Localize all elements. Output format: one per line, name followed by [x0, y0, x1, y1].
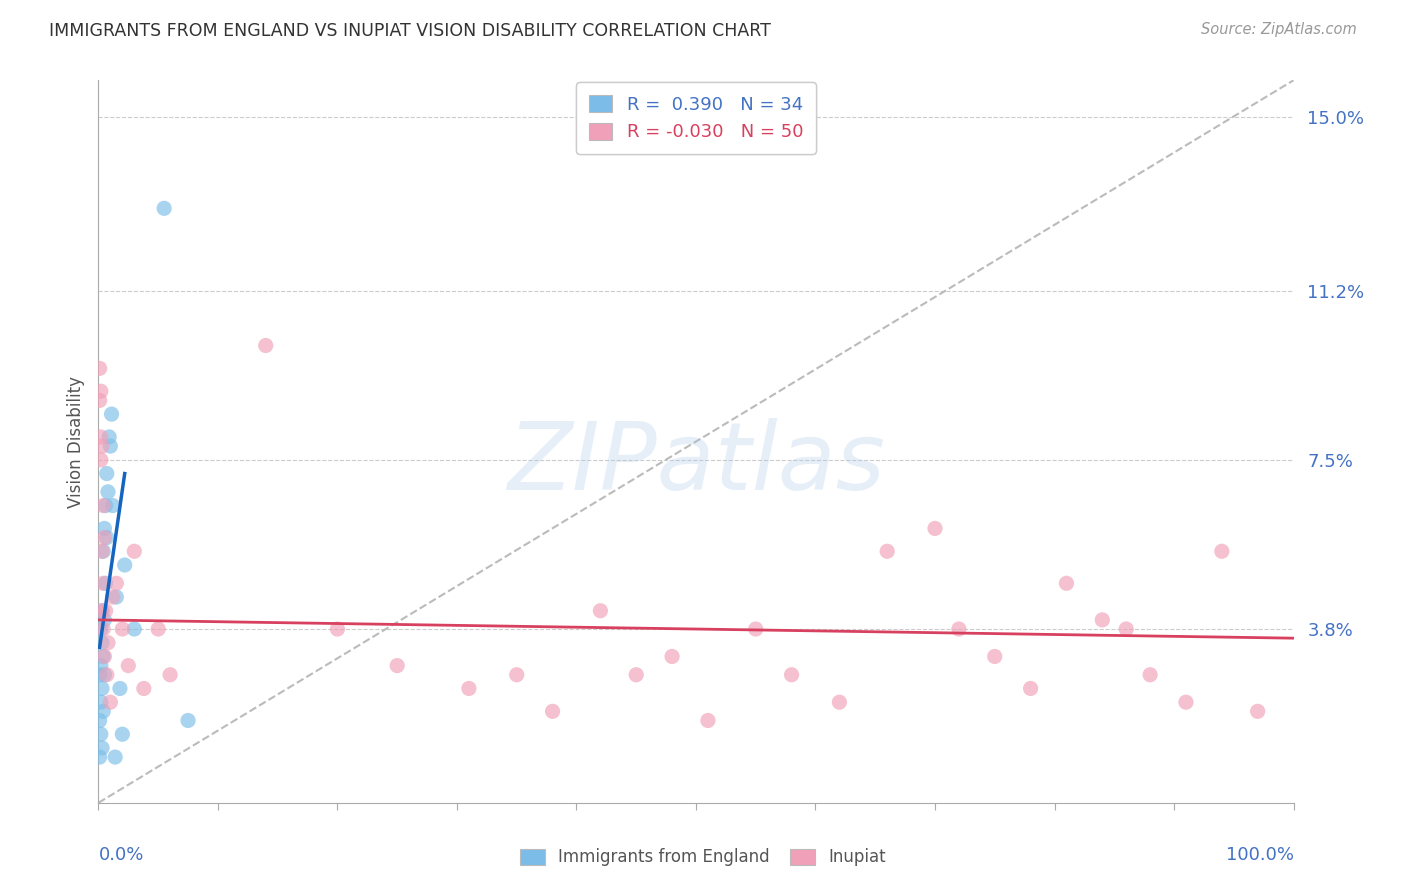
Point [97, 636, 120, 650]
Point [745, 622, 768, 636]
Point [506, 667, 529, 681]
Point [100, 407, 122, 421]
Point [93, 667, 115, 681]
Point [91, 499, 114, 513]
Point [101, 590, 124, 604]
Point [89, 361, 111, 376]
Point [948, 622, 970, 636]
Point [876, 544, 898, 558]
Point [108, 681, 131, 696]
Legend: R =  0.390   N = 34, R = -0.030   N = 50: R = 0.390 N = 34, R = -0.030 N = 50 [576, 82, 815, 154]
Point [124, 544, 146, 558]
Point [114, 558, 136, 572]
Point [91, 704, 114, 718]
Text: Source: ZipAtlas.com: Source: ZipAtlas.com [1201, 22, 1357, 37]
Point [93, 649, 115, 664]
Point [105, 576, 128, 591]
Point [90, 695, 112, 709]
Point [89, 750, 111, 764]
Point [96, 467, 118, 481]
Point [90, 453, 112, 467]
Point [91, 576, 114, 591]
Point [91, 544, 114, 558]
Point [91, 544, 114, 558]
Point [91, 636, 114, 650]
Point [1247, 704, 1270, 718]
Point [90, 622, 112, 636]
Point [1115, 622, 1137, 636]
Point [91, 622, 114, 636]
Point [1211, 544, 1233, 558]
Legend: Immigrants from England, Inupiat: Immigrants from England, Inupiat [513, 842, 893, 873]
Point [1056, 576, 1078, 591]
Point [104, 750, 127, 764]
Point [101, 499, 124, 513]
Point [105, 590, 128, 604]
Point [91, 740, 114, 755]
Point [828, 695, 851, 709]
Point [1175, 695, 1198, 709]
Point [117, 658, 139, 673]
Point [159, 667, 181, 681]
Point [94, 604, 117, 618]
Point [780, 667, 803, 681]
Point [96, 531, 118, 545]
Text: IMMIGRANTS FROM ENGLAND VS INUPIAT VISION DISABILITY CORRELATION CHART: IMMIGRANTS FROM ENGLAND VS INUPIAT VISIO… [49, 22, 770, 40]
Point [94, 499, 117, 513]
Point [98, 439, 122, 453]
Point [97, 484, 120, 499]
Point [89, 714, 111, 728]
Point [98, 695, 122, 709]
Point [1019, 681, 1042, 696]
Point [124, 622, 146, 636]
Point [385, 658, 409, 673]
Point [91, 649, 114, 664]
Point [93, 531, 115, 545]
Text: ZIPatlas: ZIPatlas [508, 417, 884, 508]
Point [697, 714, 720, 728]
Point [1139, 667, 1161, 681]
Point [326, 622, 349, 636]
Point [91, 604, 114, 618]
Point [94, 576, 117, 591]
Point [541, 704, 564, 718]
Point [90, 384, 112, 399]
Point [924, 521, 946, 535]
Text: 100.0%: 100.0% [1226, 847, 1294, 864]
Point [90, 727, 112, 741]
Point [89, 393, 111, 408]
Text: 0.0%: 0.0% [98, 847, 143, 864]
Point [661, 649, 683, 664]
Point [132, 681, 155, 696]
Point [589, 604, 612, 618]
Point [91, 681, 114, 696]
Y-axis label: Vision Disability: Vision Disability [66, 376, 84, 508]
Point [90, 658, 112, 673]
Point [93, 613, 115, 627]
Point [111, 727, 134, 741]
Point [89, 667, 111, 681]
Point [91, 439, 114, 453]
Point [984, 649, 1007, 664]
Point [148, 622, 170, 636]
Point [626, 667, 648, 681]
Point [93, 521, 115, 535]
Point [153, 202, 176, 216]
Point [111, 622, 134, 636]
Point [91, 604, 114, 618]
Point [254, 338, 277, 352]
Point [177, 714, 200, 728]
Point [1091, 613, 1114, 627]
Point [90, 430, 112, 444]
Point [458, 681, 481, 696]
Point [96, 667, 118, 681]
Point [98, 430, 121, 444]
